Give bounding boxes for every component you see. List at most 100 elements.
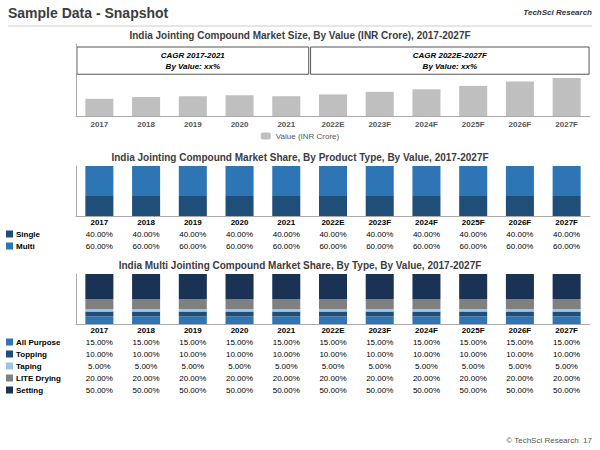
svg-text:2025F: 2025F <box>462 218 485 227</box>
svg-text:2019: 2019 <box>184 218 202 227</box>
svg-text:15.00%: 15.00% <box>179 338 206 347</box>
svg-text:50.00%: 50.00% <box>133 386 160 395</box>
svg-text:10.00%: 10.00% <box>413 350 440 359</box>
svg-text:India Jointing Compound Market: India Jointing Compound Market Share, By… <box>111 152 488 163</box>
svg-text:15.00%: 15.00% <box>460 338 487 347</box>
svg-text:60.00%: 60.00% <box>506 242 533 251</box>
svg-text:40.00%: 40.00% <box>179 230 206 239</box>
svg-text:15.00%: 15.00% <box>133 338 160 347</box>
svg-text:Topping: Topping <box>16 350 47 359</box>
svg-text:5.00%: 5.00% <box>181 362 204 371</box>
svg-text:20.00%: 20.00% <box>553 374 580 383</box>
svg-text:© TechSci Research 17: © TechSci Research 17 <box>506 436 592 445</box>
svg-text:2027F: 2027F <box>555 120 578 129</box>
svg-text:20.00%: 20.00% <box>366 374 393 383</box>
svg-text:40.00%: 40.00% <box>506 230 533 239</box>
svg-text:50.00%: 50.00% <box>553 386 580 395</box>
svg-text:2021: 2021 <box>277 218 295 227</box>
svg-text:2027F: 2027F <box>555 218 578 227</box>
svg-text:50.00%: 50.00% <box>366 386 393 395</box>
svg-text:20.00%: 20.00% <box>506 374 533 383</box>
svg-text:10.00%: 10.00% <box>460 350 487 359</box>
svg-text:Sample Data - Snapshot: Sample Data - Snapshot <box>8 5 169 21</box>
svg-text:5.00%: 5.00% <box>509 362 532 371</box>
svg-text:2022E: 2022E <box>321 326 345 335</box>
svg-text:2017: 2017 <box>90 326 108 335</box>
svg-text:2020: 2020 <box>231 218 249 227</box>
svg-text:2020: 2020 <box>231 326 249 335</box>
svg-text:10.00%: 10.00% <box>133 350 160 359</box>
svg-text:20.00%: 20.00% <box>273 374 300 383</box>
svg-text:60.00%: 60.00% <box>273 242 300 251</box>
svg-text:By Value: xx%: By Value: xx% <box>166 62 220 71</box>
svg-text:10.00%: 10.00% <box>553 350 580 359</box>
svg-text:5.00%: 5.00% <box>88 362 111 371</box>
svg-text:15.00%: 15.00% <box>226 338 253 347</box>
svg-text:10.00%: 10.00% <box>506 350 533 359</box>
svg-text:50.00%: 50.00% <box>273 386 300 395</box>
svg-text:2022E: 2022E <box>321 218 345 227</box>
svg-text:2026F: 2026F <box>509 120 532 129</box>
svg-text:10.00%: 10.00% <box>226 350 253 359</box>
svg-text:40.00%: 40.00% <box>133 230 160 239</box>
svg-text:2021: 2021 <box>277 120 295 129</box>
svg-text:By Value: xx%: By Value: xx% <box>423 62 477 71</box>
svg-text:2017: 2017 <box>90 218 108 227</box>
svg-text:Taping: Taping <box>16 362 42 371</box>
svg-text:10.00%: 10.00% <box>86 350 113 359</box>
svg-text:20.00%: 20.00% <box>133 374 160 383</box>
svg-text:50.00%: 50.00% <box>506 386 533 395</box>
svg-text:India Jointing Compound Market: India Jointing Compound Market Size, By … <box>129 30 470 41</box>
svg-text:10.00%: 10.00% <box>179 350 206 359</box>
svg-text:60.00%: 60.00% <box>86 242 113 251</box>
svg-text:15.00%: 15.00% <box>366 338 393 347</box>
svg-text:5.00%: 5.00% <box>135 362 158 371</box>
svg-text:2026F: 2026F <box>509 326 532 335</box>
svg-text:2019: 2019 <box>184 120 202 129</box>
svg-text:60.00%: 60.00% <box>460 242 487 251</box>
svg-text:40.00%: 40.00% <box>366 230 393 239</box>
svg-text:2023F: 2023F <box>368 218 391 227</box>
svg-text:60.00%: 60.00% <box>319 242 346 251</box>
svg-text:20.00%: 20.00% <box>319 374 346 383</box>
svg-text:60.00%: 60.00% <box>366 242 393 251</box>
svg-text:50.00%: 50.00% <box>226 386 253 395</box>
svg-text:2025F: 2025F <box>462 120 485 129</box>
svg-text:2027F: 2027F <box>555 326 578 335</box>
svg-text:2024F: 2024F <box>415 120 438 129</box>
svg-text:2022E: 2022E <box>321 120 345 129</box>
svg-text:15.00%: 15.00% <box>319 338 346 347</box>
svg-text:60.00%: 60.00% <box>133 242 160 251</box>
svg-text:15.00%: 15.00% <box>553 338 580 347</box>
svg-text:CAGR 2022E-2027F: CAGR 2022E-2027F <box>413 51 488 60</box>
svg-text:40.00%: 40.00% <box>553 230 580 239</box>
svg-text:15.00%: 15.00% <box>86 338 113 347</box>
svg-text:2021: 2021 <box>277 326 295 335</box>
svg-text:5.00%: 5.00% <box>415 362 438 371</box>
svg-text:5.00%: 5.00% <box>368 362 391 371</box>
svg-text:2017: 2017 <box>90 120 108 129</box>
svg-text:15.00%: 15.00% <box>273 338 300 347</box>
svg-text:2024F: 2024F <box>415 218 438 227</box>
svg-text:5.00%: 5.00% <box>555 362 578 371</box>
svg-text:2023F: 2023F <box>368 120 391 129</box>
svg-text:40.00%: 40.00% <box>226 230 253 239</box>
svg-text:2018: 2018 <box>137 120 155 129</box>
svg-text:5.00%: 5.00% <box>228 362 251 371</box>
svg-text:2018: 2018 <box>137 218 155 227</box>
svg-text:5.00%: 5.00% <box>462 362 485 371</box>
svg-text:5.00%: 5.00% <box>322 362 345 371</box>
svg-text:2026F: 2026F <box>509 218 532 227</box>
svg-text:50.00%: 50.00% <box>86 386 113 395</box>
svg-text:20.00%: 20.00% <box>179 374 206 383</box>
svg-text:40.00%: 40.00% <box>460 230 487 239</box>
svg-text:2025F: 2025F <box>462 326 485 335</box>
svg-text:Value (INR Crore): Value (INR Crore) <box>276 132 340 141</box>
svg-text:10.00%: 10.00% <box>319 350 346 359</box>
svg-text:India Multi Jointing Compound: India Multi Jointing Compound Market Sha… <box>119 260 482 271</box>
svg-text:2020: 2020 <box>231 120 249 129</box>
svg-text:20.00%: 20.00% <box>413 374 440 383</box>
svg-text:All Purpose: All Purpose <box>16 338 61 347</box>
svg-text:TechSci Research: TechSci Research <box>523 8 592 17</box>
svg-text:5.00%: 5.00% <box>275 362 298 371</box>
